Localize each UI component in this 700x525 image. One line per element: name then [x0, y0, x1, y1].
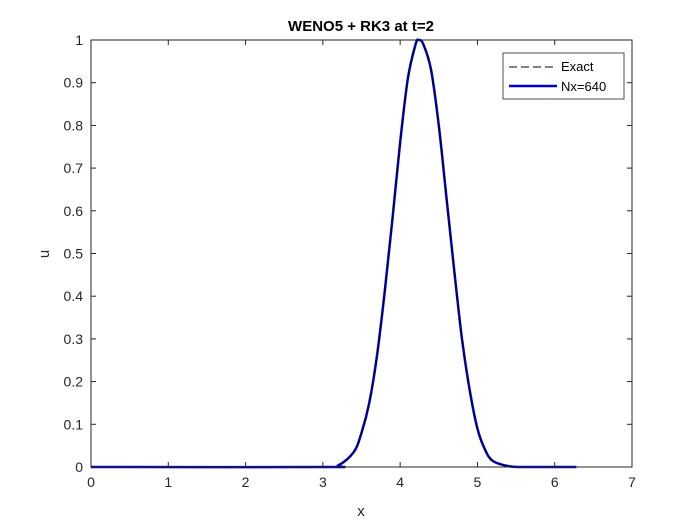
- x-tick-label: 7: [628, 474, 636, 490]
- y-tick-label: 0.3: [64, 331, 84, 347]
- x-tick-label: 4: [396, 474, 404, 490]
- y-axis-label: u: [36, 250, 53, 258]
- legend: Exact Nx=640: [502, 52, 625, 100]
- y-tick-label: 0.1: [64, 416, 84, 432]
- legend-label-nx640: Nx=640: [561, 79, 606, 94]
- x-tick-label: 6: [551, 474, 559, 490]
- x-tick-label: 5: [474, 474, 482, 490]
- y-tick-label: 0.5: [64, 246, 84, 262]
- y-tick-label: 0: [75, 459, 83, 475]
- y-tick-label: 0.9: [64, 75, 84, 91]
- legend-label-exact: Exact: [561, 59, 594, 74]
- y-tick-label: 0.4: [64, 288, 84, 304]
- y-tick-label: 0.7: [64, 160, 84, 176]
- y-tick-label: 0.6: [64, 203, 84, 219]
- y-tick-label: 0.8: [64, 117, 84, 133]
- legend-box: [502, 52, 625, 100]
- x-axis-label: x: [357, 503, 365, 520]
- axes-box: [90, 39, 633, 468]
- x-tick-label: 0: [87, 474, 95, 490]
- x-tick-label: 3: [319, 474, 327, 490]
- x-tick-label: 2: [242, 474, 250, 490]
- y-tick-label: 0.2: [64, 374, 84, 390]
- ticks-layer: 0 1 2 3 4 5 6 7 0 0.1 0.2 0.3 0.4 0.5 0.6 0.7 0.8 0.9 1: [64, 32, 637, 490]
- chart-title: WENO5 + RK3 at t=2: [288, 18, 434, 35]
- y-tick-label: 1: [75, 32, 83, 48]
- x-tick-label: 1: [164, 474, 172, 490]
- plot-area: [91, 40, 632, 467]
